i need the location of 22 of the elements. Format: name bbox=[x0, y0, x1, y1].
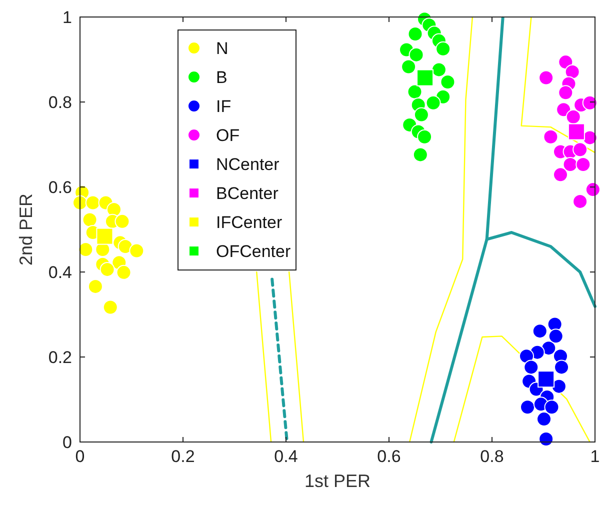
y-tick-label: 1 bbox=[62, 8, 72, 27]
y-tick-label: 0 bbox=[62, 433, 72, 452]
x-axis-title: 1st PER bbox=[304, 471, 371, 491]
legend-label: BCenter bbox=[216, 184, 279, 203]
x-tick-label: 0 bbox=[75, 447, 85, 466]
legend-label: OF bbox=[216, 126, 240, 145]
x-tick-label: 1 bbox=[590, 447, 600, 466]
x-tick-label: 0.6 bbox=[377, 447, 401, 466]
y-tick-label: 0.2 bbox=[48, 348, 72, 367]
y-tick-label: 0.6 bbox=[48, 178, 72, 197]
x-tick-label: 0.4 bbox=[274, 447, 298, 466]
legend-label: B bbox=[216, 68, 228, 87]
y-axis-title: 2nd PER bbox=[16, 193, 36, 266]
x-tick-label: 0.8 bbox=[480, 447, 504, 466]
x-tick-label: 0.2 bbox=[171, 447, 195, 466]
legend-label: OFCenter bbox=[216, 242, 291, 261]
y-tick-label: 0.4 bbox=[48, 263, 72, 282]
legend-label: IFCenter bbox=[216, 213, 282, 232]
legend-label: NCenter bbox=[216, 155, 280, 174]
legend-label: N bbox=[216, 39, 228, 58]
y-tick-label: 0.8 bbox=[48, 93, 72, 112]
legend-label: IF bbox=[216, 97, 232, 116]
